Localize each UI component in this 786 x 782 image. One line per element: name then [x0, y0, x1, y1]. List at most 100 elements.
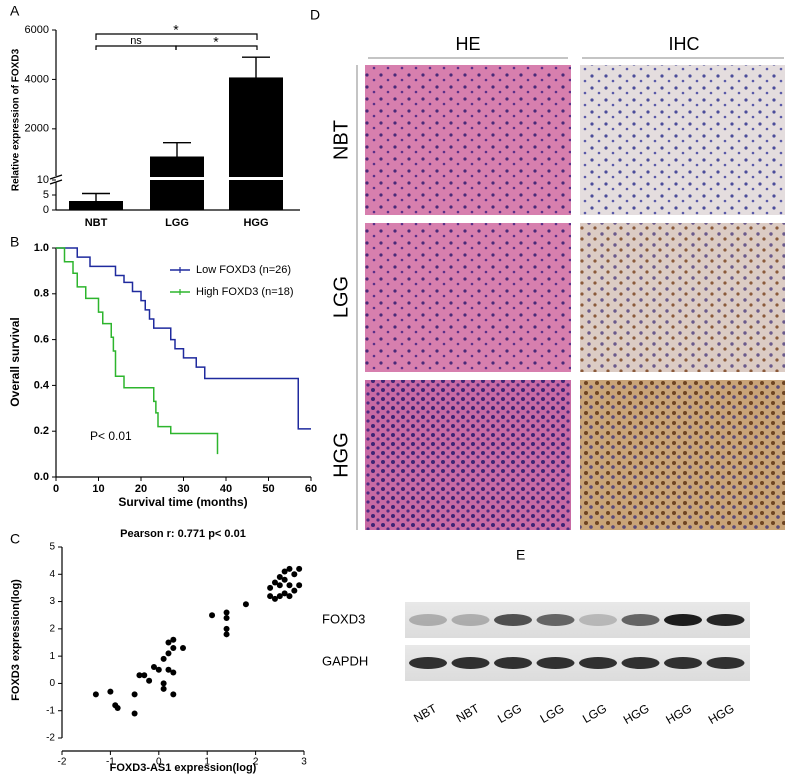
point [276, 574, 283, 581]
x-tick-label: 0 [156, 757, 162, 768]
lane-label: LGG [538, 701, 567, 726]
error-bar [242, 56, 270, 78]
y-tick-label: 0.8 [34, 288, 49, 300]
axis-break [49, 179, 63, 185]
point [267, 593, 274, 600]
y-tick-label: 1 [49, 651, 55, 662]
legend-label: High FOXD3 (n=18) [196, 286, 294, 298]
point [146, 677, 153, 684]
blot-band [451, 657, 490, 669]
point [281, 568, 288, 575]
column-header: HE [455, 34, 480, 54]
band-label: FOXD3 [322, 611, 365, 626]
significance: * [173, 22, 179, 38]
point [107, 688, 114, 695]
blot-band [579, 614, 617, 626]
y-tick-label: -1 [46, 705, 55, 716]
point [141, 672, 148, 679]
significance: * [213, 34, 219, 50]
point [209, 612, 216, 619]
blot-band [664, 657, 702, 669]
panel-letters: A B C D E [10, 3, 525, 563]
y-tick-label: 0.2 [34, 425, 49, 437]
axis-break [49, 174, 63, 180]
y-tick-label: 4 [49, 569, 55, 580]
error-bar [82, 192, 110, 201]
bar [150, 156, 204, 210]
point [165, 650, 172, 657]
panel-c-frame: Pearson r: 0.771 p< 0.01 FOXD3-AS1 expre… [10, 528, 304, 774]
point [155, 666, 162, 673]
y-tick-label: 0.0 [34, 471, 49, 483]
bracket [175, 45, 258, 50]
point [114, 704, 121, 711]
point [276, 593, 283, 600]
x-tick-label: LGG [165, 217, 189, 229]
point [131, 710, 138, 717]
y-axis-title: Relative expression of FOXD3 [11, 48, 22, 191]
point [165, 639, 172, 646]
x-tick-label: 20 [135, 483, 147, 495]
band-label: GAPDH [322, 653, 368, 668]
blot-band [451, 614, 490, 626]
lane-label: NBT [411, 701, 439, 725]
point [281, 576, 288, 583]
blot-band [536, 657, 575, 669]
blot-band [494, 614, 532, 626]
point [296, 565, 303, 572]
bar [69, 201, 123, 210]
x-tick-label: -1 [106, 757, 115, 768]
point [223, 609, 230, 616]
x-tick-label: 1 [204, 757, 210, 768]
y-tick-label: 3 [49, 596, 55, 607]
x-tick-label: 30 [177, 483, 189, 495]
y-tick-label: 0 [49, 678, 55, 689]
panel-label: E [516, 547, 525, 563]
micrograph [580, 65, 785, 215]
blot-band [409, 614, 447, 626]
micrograph [365, 65, 571, 215]
row-header: HGG [330, 432, 352, 478]
panel-label: A [10, 3, 20, 19]
y-tick-label: -2 [46, 733, 55, 744]
lane-label: LGG [580, 701, 609, 726]
point [165, 666, 172, 673]
x-tick-label: 60 [305, 483, 317, 495]
bar [229, 77, 283, 211]
point [180, 644, 186, 651]
blot-band [536, 614, 575, 626]
point [223, 625, 230, 632]
y-tick-label: 4000 [25, 73, 49, 85]
micrograph [365, 223, 571, 372]
point [170, 669, 177, 676]
panel-label: C [10, 531, 20, 547]
point [242, 601, 249, 608]
x-tick-label: NBT [85, 217, 108, 229]
y-tick-label: 0 [43, 204, 49, 216]
y-tick-label: 5 [43, 189, 49, 201]
blot-band [494, 657, 532, 669]
row-header: LGG [330, 276, 352, 318]
lane-label: HGG [621, 701, 652, 727]
point [170, 691, 177, 698]
micrograph [365, 380, 571, 530]
y-tick-label: 2 [49, 623, 55, 634]
x-axis-title: Survival time (months) [118, 495, 247, 509]
annotation: P< 0.01 [90, 429, 132, 443]
point [223, 614, 230, 621]
error-bar [163, 141, 191, 157]
significance: ns [130, 35, 142, 47]
x-tick-label: 2 [253, 757, 259, 768]
point [271, 579, 278, 586]
y-axis-title: Overall survival [8, 317, 22, 406]
micrograph [580, 380, 785, 530]
point [160, 680, 167, 687]
x-tick-label: 50 [262, 483, 274, 495]
x-axis-title: FOXD3-AS1 expression(log) [110, 762, 257, 774]
point [267, 584, 274, 591]
blot-band [579, 657, 617, 669]
lane-label: HGG [706, 701, 737, 727]
lane-label: NBT [454, 701, 482, 725]
y-tick-label: 1.0 [34, 242, 49, 254]
point [286, 565, 293, 572]
